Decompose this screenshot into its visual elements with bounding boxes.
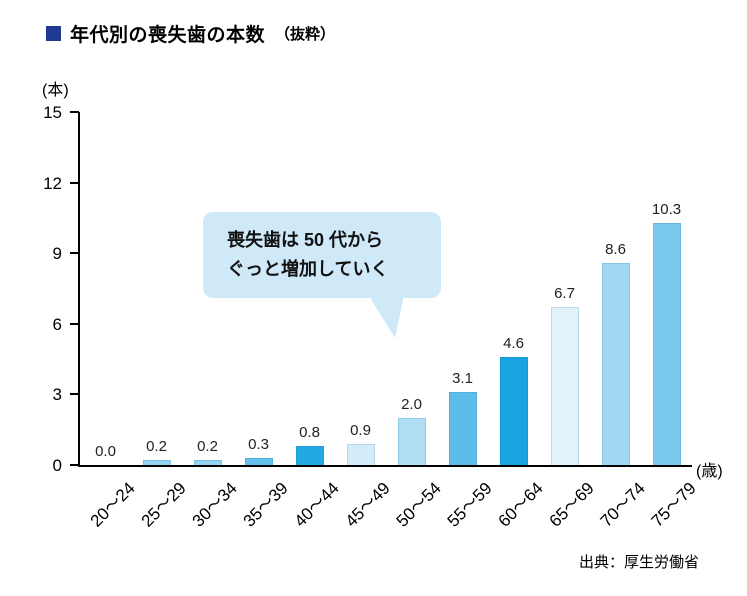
page-title: 年代別の喪失歯の本数 bbox=[70, 25, 266, 46]
y-axis-tick-label: 6 bbox=[52, 314, 62, 334]
bar-slot: 0.0 20～24 bbox=[80, 112, 138, 531]
bar-value-label: 0.9 bbox=[350, 421, 371, 439]
bar-slot: 0.9 45～49 bbox=[335, 112, 393, 531]
x-axis-label-text: 55～59 bbox=[443, 478, 496, 531]
bar bbox=[499, 356, 528, 465]
x-axis-unit-label: (歳) bbox=[696, 463, 723, 480]
y-axis-tick bbox=[70, 111, 79, 113]
y-axis-unit-label: (本) bbox=[42, 82, 69, 99]
bar-slot: 0.8 40～44 bbox=[284, 112, 342, 531]
page-title-suffix: （抜粋） bbox=[275, 26, 336, 43]
bar bbox=[652, 222, 681, 465]
bar-slot: 0.2 30～34 bbox=[182, 112, 240, 530]
chart-title-row: 年代別の喪失歯の本数 （抜粋） bbox=[46, 20, 335, 47]
bar bbox=[346, 443, 375, 465]
bar-value-label: 0.2 bbox=[197, 438, 218, 456]
bar bbox=[193, 460, 222, 465]
x-axis-label-text: 70～74 bbox=[596, 478, 649, 531]
bar bbox=[142, 460, 171, 465]
y-axis-tick bbox=[70, 181, 79, 184]
bar bbox=[397, 417, 426, 465]
plot-area: 0 3 6 9 12 15 0.0 20～24 0.2 25～29 0.2 30～34 0.3 35～39… bbox=[43, 103, 699, 531]
bar-slot: 8.6 70～74 bbox=[590, 112, 648, 531]
bar-value-label: 2.0 bbox=[401, 395, 422, 413]
y-axis-tick bbox=[70, 393, 79, 396]
bar-slot: 4.6 60～64 bbox=[488, 112, 546, 531]
x-axis-label-text: 20～24 bbox=[86, 478, 139, 531]
bar-value-label: 10.3 bbox=[651, 200, 682, 218]
callout-bubble: 喪失歯は 50 代から ぐっと増加していく bbox=[203, 212, 441, 298]
bar-slot: 0.2 25～29 bbox=[131, 112, 189, 530]
y-axis-tick bbox=[70, 322, 79, 325]
bar-value-label: 0.2 bbox=[146, 438, 167, 456]
bar bbox=[244, 457, 273, 465]
y-axis-tick bbox=[70, 252, 79, 255]
bar-slot: 2.0 50～54 bbox=[386, 112, 444, 531]
y-axis-tick-label: 3 bbox=[52, 385, 62, 405]
y-axis-tick-label: 15 bbox=[43, 103, 62, 122]
bar-slot: 10.3 75～79 bbox=[641, 112, 699, 531]
x-axis-label-text: 45～49 bbox=[341, 478, 394, 531]
bar-slot: 0.3 35～39 bbox=[233, 112, 291, 531]
y-axis-tick-label: 12 bbox=[43, 173, 62, 193]
bar-value-label: 3.1 bbox=[452, 370, 473, 388]
x-axis-label-text: 30～34 bbox=[188, 478, 241, 531]
bar-slot: 3.1 55～59 bbox=[437, 112, 495, 531]
bar bbox=[295, 446, 324, 465]
bar bbox=[601, 262, 630, 465]
y-axis-tick-label: 9 bbox=[52, 244, 62, 264]
x-axis-label-text: 35～39 bbox=[239, 478, 292, 531]
y-axis-tick bbox=[70, 464, 79, 466]
bar bbox=[448, 392, 477, 465]
bar-slot: 6.7 65～69 bbox=[539, 112, 597, 530]
x-axis-label-text: 50～54 bbox=[392, 478, 445, 531]
source-label: 出典：厚生労働省 bbox=[578, 554, 699, 571]
callout-line-2: ぐっと増加していく bbox=[227, 258, 389, 279]
bar-value-label: 6.7 bbox=[554, 285, 575, 303]
bar-value-label: 0.0 bbox=[95, 443, 116, 460]
bar-value-label: 4.6 bbox=[503, 334, 524, 352]
bar-value-label: 8.6 bbox=[605, 240, 626, 258]
x-axis-label-text: 40～44 bbox=[290, 478, 343, 531]
x-axis-label-text: 75～79 bbox=[647, 478, 700, 531]
x-axis-label-text: 25～29 bbox=[137, 478, 190, 531]
bar-value-label: 0.3 bbox=[248, 435, 269, 453]
x-axis-label-text: 60～64 bbox=[494, 478, 547, 531]
x-axis-label-text: 65～69 bbox=[545, 478, 598, 531]
bar bbox=[550, 307, 579, 465]
title-bullet-square bbox=[46, 26, 61, 41]
bar-value-label: 0.8 bbox=[299, 424, 320, 442]
callout-line-1: 喪失歯は 50 代から bbox=[227, 230, 384, 250]
y-axis-tick-label: 0 bbox=[52, 456, 62, 475]
